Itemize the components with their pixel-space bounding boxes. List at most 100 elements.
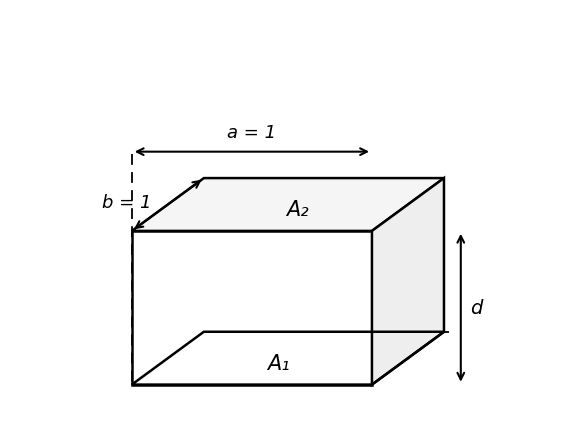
Point	[309, 342, 319, 349]
Point	[380, 348, 389, 355]
Point	[255, 368, 264, 375]
Point	[268, 348, 277, 355]
Point	[373, 329, 382, 336]
Point	[310, 338, 319, 345]
Point	[292, 369, 301, 376]
Point	[173, 353, 182, 360]
Point	[233, 377, 242, 384]
Point	[246, 354, 255, 361]
Point	[334, 334, 343, 341]
Point	[305, 352, 314, 358]
Point	[156, 370, 165, 377]
Point	[367, 375, 376, 382]
Point	[325, 372, 334, 379]
Point	[238, 333, 247, 340]
Point	[278, 377, 287, 384]
Point	[297, 359, 307, 366]
Point	[326, 330, 335, 337]
Point	[219, 332, 228, 339]
Point	[216, 332, 225, 339]
Point	[354, 329, 363, 336]
Point	[271, 363, 280, 370]
Point	[298, 372, 307, 379]
Point	[289, 360, 299, 367]
Point	[324, 344, 333, 351]
Point	[236, 377, 246, 384]
Point	[418, 339, 427, 346]
Point	[188, 356, 197, 363]
Point	[227, 377, 236, 384]
Point	[174, 360, 183, 367]
Point	[175, 356, 184, 363]
Point	[330, 344, 339, 351]
Polygon shape	[372, 179, 444, 385]
Point	[286, 375, 295, 382]
Point	[169, 366, 178, 373]
Point	[151, 365, 160, 372]
Point	[222, 360, 231, 367]
Point	[270, 364, 279, 371]
Point	[348, 362, 357, 368]
Point	[280, 335, 289, 342]
Point	[151, 372, 160, 379]
Point	[403, 339, 412, 346]
Point	[208, 378, 218, 385]
Point	[242, 360, 251, 367]
Point	[252, 380, 261, 387]
Point	[377, 343, 386, 350]
Point	[274, 366, 283, 373]
Point	[280, 357, 289, 364]
Point	[219, 380, 228, 387]
Point	[151, 370, 160, 377]
Point	[198, 375, 207, 382]
Point	[376, 331, 385, 338]
Point	[169, 363, 178, 370]
Point	[315, 340, 324, 347]
Point	[356, 372, 365, 378]
Point	[356, 343, 365, 350]
Point	[215, 352, 224, 358]
Point	[254, 372, 263, 378]
Point	[345, 381, 354, 388]
Point	[367, 377, 376, 384]
Point	[219, 340, 228, 347]
Point	[286, 347, 295, 354]
Point	[191, 336, 200, 343]
Point	[355, 379, 364, 386]
Point	[380, 359, 389, 366]
Point	[354, 337, 363, 344]
Point	[388, 360, 397, 367]
Point	[385, 366, 394, 373]
Point	[235, 335, 244, 342]
Point	[222, 354, 231, 361]
Point	[179, 364, 188, 371]
Point	[343, 339, 352, 346]
Point	[308, 355, 317, 362]
Point	[245, 350, 254, 357]
Point	[357, 376, 367, 383]
Point	[237, 331, 246, 338]
Point	[328, 356, 337, 363]
Point	[268, 334, 277, 341]
Point	[361, 335, 370, 342]
Point	[274, 348, 283, 355]
Point	[371, 343, 380, 350]
Point	[172, 361, 182, 368]
Point	[287, 352, 296, 359]
Point	[198, 374, 207, 381]
Point	[271, 342, 280, 349]
Point	[355, 364, 364, 371]
Point	[366, 365, 375, 372]
Point	[270, 356, 279, 363]
Point	[335, 360, 344, 367]
Point	[354, 375, 363, 382]
Point	[247, 363, 256, 370]
Point	[382, 347, 391, 354]
Point	[389, 363, 399, 370]
Point	[307, 330, 316, 337]
Point	[269, 360, 278, 367]
Point	[357, 369, 367, 376]
Point	[202, 376, 211, 383]
Point	[361, 345, 370, 352]
Point	[298, 363, 307, 370]
